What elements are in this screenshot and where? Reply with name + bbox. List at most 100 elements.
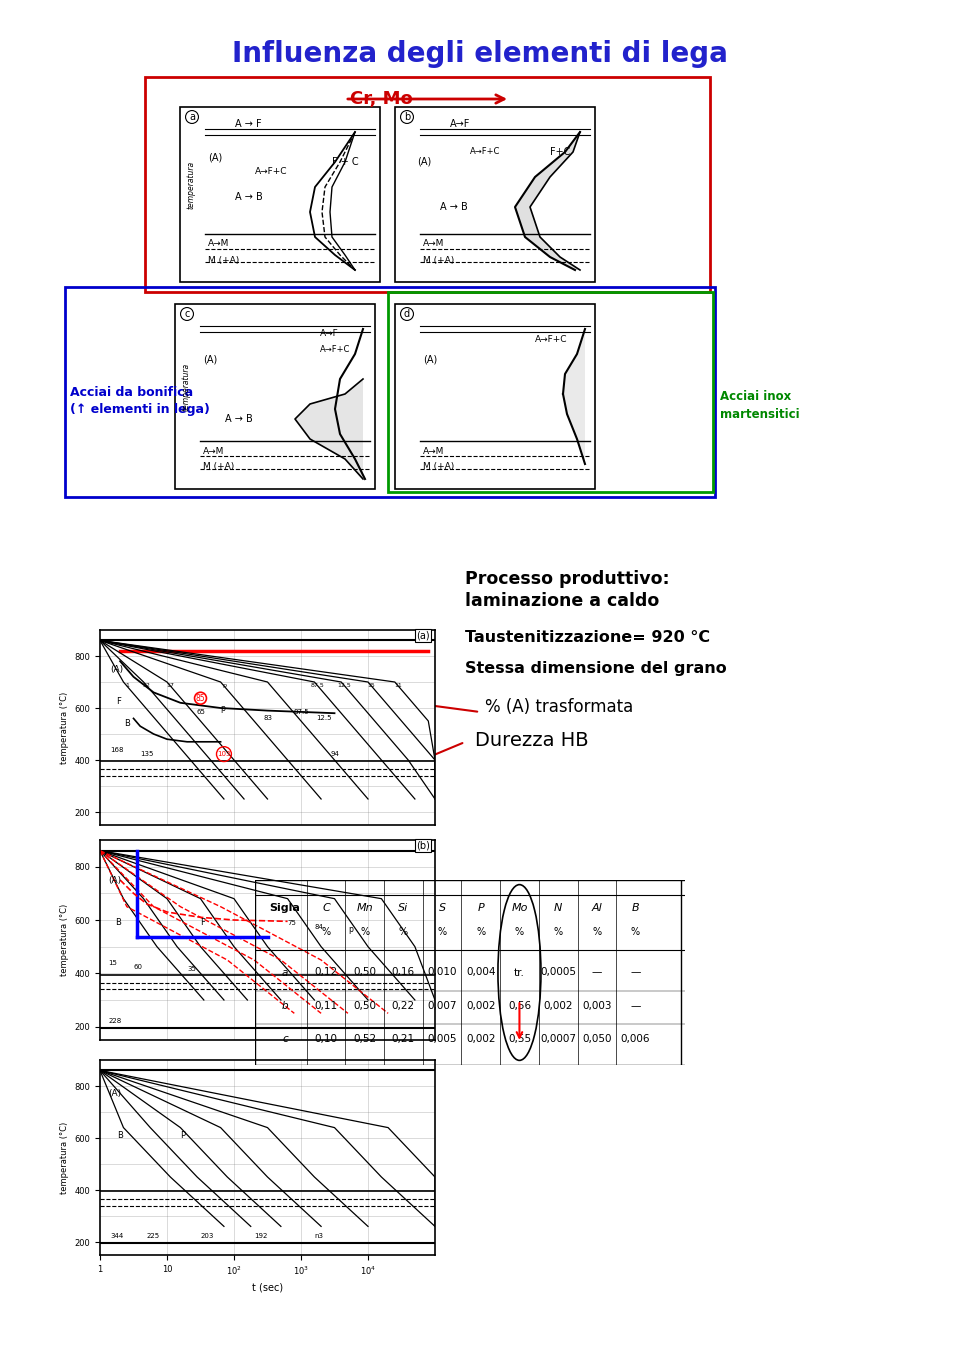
Text: —: — [591, 968, 602, 977]
Text: temperatura: temperatura [186, 161, 196, 209]
Text: 203: 203 [201, 1233, 214, 1239]
Text: 0,010: 0,010 [427, 968, 457, 977]
Text: (A): (A) [417, 157, 431, 167]
Text: 84: 84 [314, 924, 324, 931]
Text: d: d [404, 309, 410, 319]
Text: %: % [438, 927, 446, 936]
Text: Stessa dimensione del grano: Stessa dimensione del grano [465, 662, 727, 677]
Text: 0,22: 0,22 [392, 1001, 415, 1010]
Text: (↑ elementi in lega): (↑ elementi in lega) [70, 403, 210, 417]
Text: (b): (b) [416, 841, 430, 850]
Text: 0,56: 0,56 [508, 1001, 531, 1010]
Text: laminazione a caldo: laminazione a caldo [465, 592, 660, 610]
Text: S: S [439, 902, 445, 913]
Text: A → B: A → B [225, 414, 252, 424]
Text: A→F: A→F [450, 119, 470, 128]
Text: Taustenitizzazione= 920 °C: Taustenitizzazione= 920 °C [465, 629, 710, 644]
Text: 15: 15 [108, 961, 117, 966]
Text: A→M: A→M [203, 447, 225, 455]
Text: 11: 11 [395, 684, 402, 688]
Text: %: % [515, 927, 524, 936]
Text: F+C: F+C [550, 148, 570, 157]
Text: p: p [221, 704, 226, 712]
Polygon shape [515, 133, 580, 271]
Text: b: b [282, 1001, 288, 1010]
Text: c: c [184, 309, 190, 319]
Text: M (+A): M (+A) [423, 256, 454, 264]
Text: Durezza HB: Durezza HB [475, 730, 588, 749]
Text: 0,003: 0,003 [582, 1001, 612, 1010]
Text: 87.5: 87.5 [311, 684, 324, 688]
Text: 0,002: 0,002 [466, 1001, 495, 1010]
Text: 103: 103 [217, 750, 230, 757]
Text: (A): (A) [108, 876, 121, 884]
Text: B: B [124, 719, 130, 729]
Text: A→F+C: A→F+C [320, 344, 350, 354]
Text: a: a [189, 112, 195, 122]
Text: (A): (A) [208, 152, 223, 163]
X-axis label: t (sec): t (sec) [252, 1282, 283, 1293]
Text: (a): (a) [416, 630, 430, 641]
Text: M (+A): M (+A) [423, 462, 454, 472]
Text: A→F+C: A→F+C [535, 335, 567, 343]
Text: F: F [116, 697, 121, 707]
Text: 1: 1 [125, 684, 129, 688]
Text: 0,007: 0,007 [427, 1001, 457, 1010]
Text: 0,0007: 0,0007 [540, 1033, 576, 1044]
Text: 0,005: 0,005 [427, 1033, 457, 1044]
Text: %: % [322, 927, 330, 936]
Text: (A): (A) [110, 664, 123, 674]
Text: 168: 168 [110, 748, 124, 753]
Text: 0,050: 0,050 [582, 1033, 612, 1044]
Text: 0,12: 0,12 [314, 968, 338, 977]
Text: 60: 60 [133, 964, 142, 971]
Text: F: F [201, 919, 205, 927]
Text: A→F+C: A→F+C [255, 168, 287, 176]
Y-axis label: temperatura (°C): temperatura (°C) [60, 904, 69, 976]
Text: temperatura: temperatura [181, 362, 190, 411]
Text: —: — [631, 968, 640, 977]
Text: Si: Si [398, 902, 408, 913]
Text: 192: 192 [254, 1233, 268, 1239]
Text: (A): (A) [108, 1089, 121, 1099]
Text: martensitici: martensitici [720, 409, 800, 421]
Text: c: c [282, 1033, 288, 1044]
Text: —: — [631, 1001, 640, 1010]
Text: Sigla: Sigla [270, 902, 300, 913]
Text: 344: 344 [110, 1233, 123, 1239]
Text: 0,006: 0,006 [621, 1033, 650, 1044]
Text: 94: 94 [330, 750, 339, 757]
Text: 228: 228 [108, 1017, 121, 1024]
Text: A → F: A → F [235, 119, 262, 128]
Text: 65: 65 [196, 709, 204, 715]
Text: % (A) trasformata: % (A) trasformata [485, 699, 634, 716]
Text: Influenza degli elementi di lega: Influenza degli elementi di lega [232, 40, 728, 68]
Text: 12.5: 12.5 [338, 684, 351, 688]
Text: tr.: tr. [514, 968, 525, 977]
Text: (A): (A) [203, 354, 217, 364]
Text: %: % [631, 927, 640, 936]
Text: 0,50: 0,50 [353, 1001, 376, 1010]
Text: A→M: A→M [208, 239, 229, 249]
Polygon shape [295, 379, 363, 478]
Text: A → B: A → B [235, 191, 263, 202]
Text: 35: 35 [187, 965, 196, 972]
Text: P: P [180, 1131, 185, 1140]
Text: a: a [282, 968, 288, 977]
Text: A→F+C: A→F+C [470, 148, 500, 156]
Text: p: p [222, 684, 226, 688]
Text: 0,002: 0,002 [543, 1001, 573, 1010]
Text: %: % [592, 927, 601, 936]
Text: M (+A): M (+A) [203, 462, 234, 472]
Text: 12.5: 12.5 [317, 715, 332, 720]
Text: %: % [554, 927, 563, 936]
Text: 0,002: 0,002 [466, 1033, 495, 1044]
Bar [175, 303, 375, 489]
Text: Acciai inox: Acciai inox [720, 391, 791, 403]
Text: b: b [404, 112, 410, 122]
Text: 0,004: 0,004 [466, 968, 495, 977]
Text: p: p [348, 925, 352, 934]
Text: 52: 52 [143, 684, 151, 688]
Text: 87.5: 87.5 [293, 709, 309, 715]
Text: 0,10: 0,10 [315, 1033, 338, 1044]
